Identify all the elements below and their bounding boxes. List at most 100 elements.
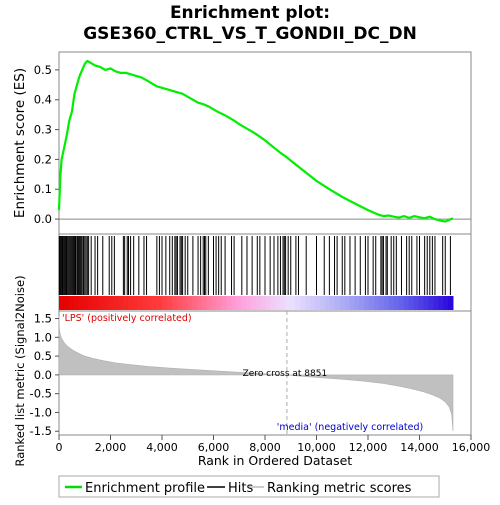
color-bar-segment: [172, 296, 178, 310]
chart-title-line2: GSE360_CTRL_VS_T_GONDII_DC_DN: [83, 24, 417, 44]
color-bar-segment: [221, 296, 227, 310]
color-bar-segment: [187, 296, 193, 310]
color-bar-segment: [388, 296, 395, 310]
color-bar-segment: [260, 296, 267, 310]
legend-metric-label: Ranking metric scores: [267, 481, 412, 496]
color-bar-segment: [118, 296, 124, 310]
color-bar-segment: [448, 296, 454, 310]
zero-cross-label: Zero cross at 8851: [243, 369, 328, 379]
color-bar-segment: [300, 296, 306, 310]
color-bar-segment: [403, 296, 410, 310]
color-bar-segment: [295, 296, 301, 310]
color-bar-segment: [255, 296, 262, 310]
color-bar-segment: [63, 296, 70, 310]
color-bar-segment: [123, 296, 129, 310]
color-bar-segment: [344, 296, 351, 310]
color-bar-segment: [59, 296, 65, 310]
color-bar-segment: [246, 296, 252, 310]
x-tick-label: 8,000: [249, 441, 281, 454]
color-bar-segment: [132, 296, 139, 310]
color-bar-segment: [275, 296, 282, 310]
chart-title-line1: Enrichment plot:: [170, 3, 330, 23]
metric-axis-ticks: -1.5 -1.0 -0.5 0.0 0.5 1.0 1.5: [30, 312, 59, 438]
color-bar-segment: [433, 296, 439, 310]
color-bar-segment: [349, 296, 355, 310]
color-bar-segment: [334, 296, 341, 310]
color-bar-segment: [310, 296, 316, 310]
color-bar-segment: [88, 296, 94, 310]
color-bar-segment: [127, 296, 134, 310]
color-bar-segment: [142, 296, 149, 310]
color-bar-segment: [83, 296, 90, 310]
color-bar-segment: [320, 296, 326, 310]
x-tick-label: 16,000: [452, 441, 491, 454]
es-series: [57, 59, 454, 223]
color-bar-segment: [398, 296, 405, 310]
x-tick-label: 2,000: [95, 441, 127, 454]
color-bar-segment: [270, 296, 277, 310]
color-bar-segment: [147, 296, 154, 310]
color-bar-segment: [98, 296, 104, 310]
color-bar-segment: [226, 296, 232, 310]
es-y-tick-label: 0.3: [34, 123, 52, 137]
color-bar-segment: [393, 296, 400, 310]
color-bar-segment: [364, 296, 370, 310]
color-bar-segment: [162, 296, 168, 310]
x-tick-label: 10,000: [297, 441, 336, 454]
es-y-tick-label: 0.0: [34, 212, 52, 226]
color-bar-segment: [191, 296, 198, 310]
color-bar-segment: [379, 296, 385, 310]
color-bar-segment: [438, 296, 444, 310]
color-bar-segment: [216, 296, 223, 310]
color-bar-segment: [196, 296, 203, 310]
color-bar-segment: [280, 296, 287, 310]
color-bar-segment: [152, 296, 158, 310]
es-y-tick-label: 0.4: [34, 93, 52, 107]
color-bar-segment: [384, 296, 390, 310]
es-y-tick-label: 0.2: [34, 152, 52, 166]
color-bar-segment: [157, 296, 163, 310]
color-bar-segment: [182, 296, 188, 310]
color-bar-segment: [285, 296, 291, 310]
color-bar-segment: [443, 296, 449, 310]
metric-y-tick-label: -1.0: [30, 405, 52, 419]
color-bar-segment: [418, 296, 424, 310]
color-bar-segment: [93, 296, 99, 310]
x-axis: 0 2,000 4,000 6,000 8,000 10,000 12,000 14,000 1…: [56, 435, 491, 454]
es-profile-line: [57, 59, 454, 223]
legend-hits-label: Hits: [228, 481, 253, 496]
x-tick-label: 14,000: [400, 441, 439, 454]
color-bar-segment: [231, 296, 237, 310]
color-bar-segment: [206, 296, 213, 310]
color-bar-segment: [211, 296, 218, 310]
color-bar-segment: [315, 296, 321, 310]
metric-y-tick-label: 1.0: [34, 330, 52, 344]
es-axis-ticks: 0.0 0.1 0.2 0.3 0.4 0.5: [34, 63, 59, 226]
metric-y-tick-label: 0.5: [34, 349, 52, 363]
color-bar-segment: [305, 296, 311, 310]
color-bar-segment: [354, 296, 360, 310]
color-bar-segment: [103, 296, 109, 310]
color-bar-segment: [423, 296, 429, 310]
es-panel-frame: [58, 51, 472, 235]
es-y-axis-label: Enrichment score (ES): [12, 68, 28, 218]
color-bar-segment: [108, 296, 114, 310]
color-bar-segment: [113, 296, 119, 310]
color-bar-segment: [201, 296, 208, 310]
x-axis-label: Rank in Ordered Dataset: [198, 453, 352, 468]
color-bar-segment: [177, 296, 183, 310]
color-bar-segment: [78, 296, 85, 310]
color-bar-segment: [68, 296, 75, 310]
color-bar-segment: [137, 296, 144, 310]
color-bar-segment: [413, 296, 420, 310]
color-bar-segment: [339, 296, 346, 310]
color-bar-segment: [324, 296, 331, 310]
color-bar-segment: [236, 296, 242, 310]
negative-correlation-label: 'media' (negatively correlated): [277, 422, 423, 433]
x-tick-label: 4,000: [146, 441, 178, 454]
metric-y-axis-label: Ranked list metric (Signal2Noise): [13, 275, 27, 466]
legend-es-label: Enrichment profile: [85, 481, 205, 496]
hits-series: [58, 236, 451, 295]
